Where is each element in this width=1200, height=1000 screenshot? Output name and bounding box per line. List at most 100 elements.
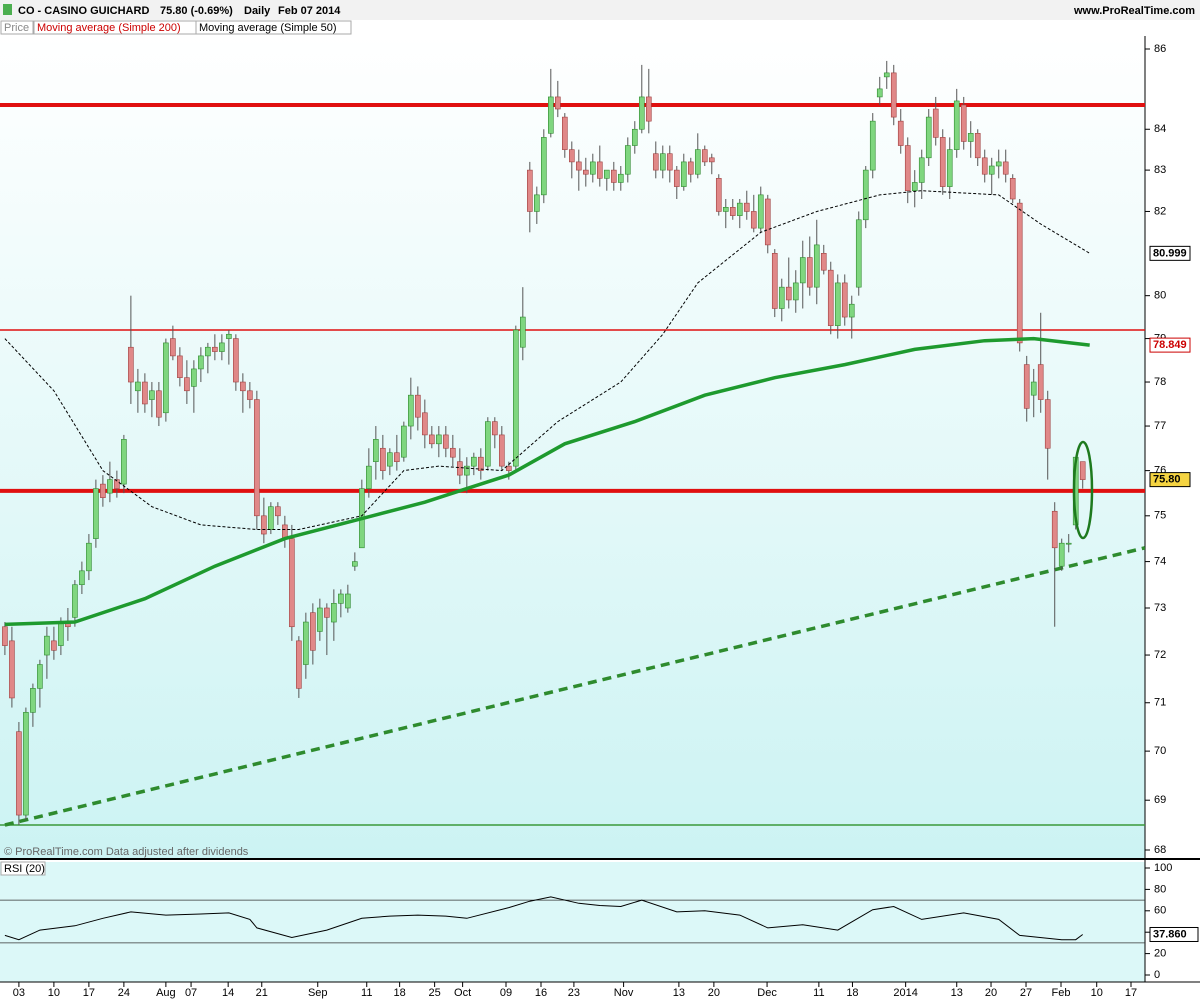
y-tick-label: 75 [1154,510,1166,522]
candle-body [764,198,771,246]
candle-body [1065,542,1072,545]
candle-body [645,96,652,122]
x-tick-label: 03 [13,987,25,999]
candle-body [729,206,736,216]
x-tick-label: 16 [535,987,547,999]
candle-body [422,412,428,436]
candle-body [37,664,43,689]
candle-body [841,282,848,318]
candle-body [471,456,477,467]
legend-entry: Moving average (Simple 50) [199,22,337,34]
candle-body [855,219,862,288]
price-panel [0,36,1145,858]
candle-body [953,100,960,150]
y-tick-label: 80 [1154,290,1166,302]
candle-body [687,161,694,175]
moving-average [4,336,1090,627]
x-tick-label: 09 [500,987,512,999]
x-tick-label: 13 [673,987,685,999]
candle-body [736,202,743,216]
last-value-label: 80.999 [1153,247,1187,259]
candle-body [715,178,722,212]
candle-body [317,607,323,632]
rsi-title: RSI (20) [4,863,45,875]
candle-body [72,584,78,618]
candle-body [541,137,547,196]
candle-body [247,390,253,400]
candle-body [135,381,141,392]
candle-body [352,561,358,567]
x-tick-label: Dec [757,987,777,999]
x-tick-label: 13 [951,987,963,999]
candle-body [1002,161,1009,175]
rsi-line [4,896,1083,941]
x-tick-label: 20 [985,987,997,999]
x-tick-label: 2014 [893,987,917,999]
candle-body [974,133,981,159]
icon [3,4,12,15]
candle-body [925,116,932,159]
candle-body [30,688,36,713]
y-tick-label: 70 [1154,745,1166,757]
candle-body [86,542,92,572]
candle-body [876,88,883,98]
x-tick-label: 18 [394,987,406,999]
candle-body [1079,461,1086,480]
last-value-box [1149,245,1191,261]
candle-body [492,421,498,436]
y-tick-label: 82 [1154,205,1166,217]
candle-body [373,439,379,462]
candle-body [191,368,197,387]
candle-body [394,452,400,462]
candle-body [890,72,897,118]
candle-body [652,153,659,171]
rsi-y-tick-label: 0 [1154,969,1160,981]
candle-body [331,603,337,623]
candle-body [771,253,778,309]
y-tick-label: 71 [1154,697,1166,709]
highlight-ellipse [1072,440,1094,540]
y-tick-label: 69 [1154,794,1166,806]
candle-body [555,96,561,110]
candle-body [596,161,603,179]
candle-body [240,381,246,392]
candle-body [960,104,967,142]
candle-body [527,169,533,212]
candle-body [121,439,127,485]
candle-body [499,434,505,467]
candle-body [946,149,953,187]
candle-body [995,161,1002,167]
candle-body [107,479,113,494]
rsi-y-tick-label: 60 [1154,905,1166,917]
candle-body [9,640,15,699]
candle-body [156,390,162,418]
rsi-y-tick-label: 20 [1154,948,1166,960]
candle-body [673,169,680,187]
candle-body [93,488,99,539]
candle-body [813,244,820,288]
candle-body [799,257,806,284]
candle-body [806,257,813,288]
last-value-label: 75.80 [1153,474,1181,486]
x-tick-label: 10 [48,987,60,999]
x-tick-label: 07 [185,987,197,999]
candle-body [534,194,540,212]
candle-body [345,593,351,609]
candle-body [415,394,421,418]
candle-body [785,286,792,301]
y-tick-label: 72 [1154,649,1166,661]
candle-body [275,506,281,517]
rsi-last-label: 37.860 [1153,928,1187,940]
candle-body [261,515,267,535]
candle-body [254,399,260,517]
x-tick-label: Sep [308,987,328,999]
x-tick-label: 25 [428,987,440,999]
period: Daily [244,5,271,17]
candle-body [506,465,512,471]
x-tick-label: 17 [1125,987,1137,999]
legend-box [195,20,352,35]
y-tick-label: 68 [1154,844,1166,856]
candle-body [1016,202,1023,344]
x-tick-label: 24 [118,987,130,999]
